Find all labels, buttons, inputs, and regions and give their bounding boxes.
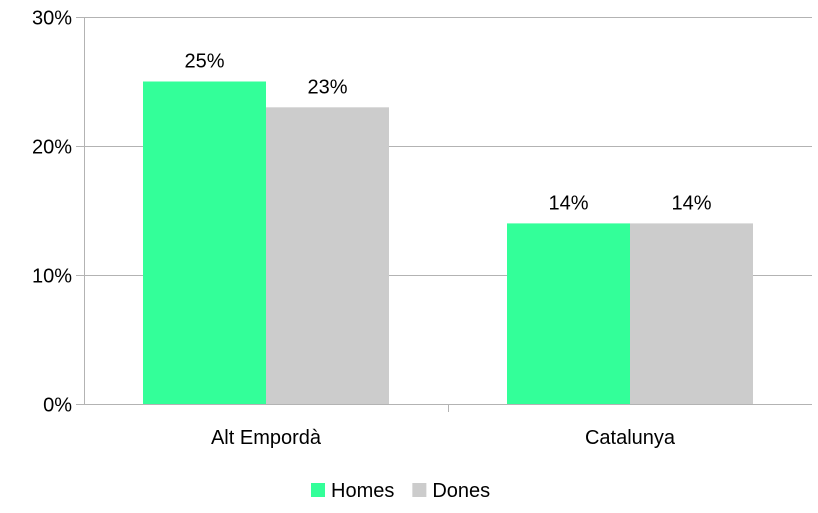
- axes: [76, 17, 812, 412]
- y-tick-label: 0%: [43, 395, 72, 417]
- data-label: 14%: [671, 192, 711, 214]
- legend-label-dones: Dones: [432, 480, 490, 502]
- legend-swatch-dones: [412, 483, 427, 497]
- x-axis-categories: Alt Empordà Catalunya: [211, 427, 676, 449]
- bar-dones-1: [630, 223, 753, 404]
- x-category-label: Catalunya: [585, 427, 676, 449]
- bar-homes-1: [507, 223, 630, 404]
- bars: [143, 81, 753, 405]
- data-label: 23%: [307, 76, 347, 98]
- legend-label-homes: Homes: [331, 480, 394, 502]
- data-label: 14%: [548, 192, 588, 214]
- legend: Homes Dones: [311, 480, 490, 502]
- data-labels: 25% 23% 14% 14%: [184, 51, 711, 215]
- bar-homes-0: [143, 81, 266, 404]
- y-axis-ticks: 0% 10% 20% 30%: [32, 8, 72, 417]
- data-label: 25%: [184, 51, 224, 73]
- y-tick-label: 30%: [32, 8, 72, 30]
- x-category-label: Alt Empordà: [211, 427, 322, 449]
- y-tick-label: 20%: [32, 137, 72, 159]
- bar-dones-0: [266, 107, 389, 405]
- y-tick-label: 10%: [32, 266, 72, 288]
- legend-swatch-homes: [311, 483, 325, 497]
